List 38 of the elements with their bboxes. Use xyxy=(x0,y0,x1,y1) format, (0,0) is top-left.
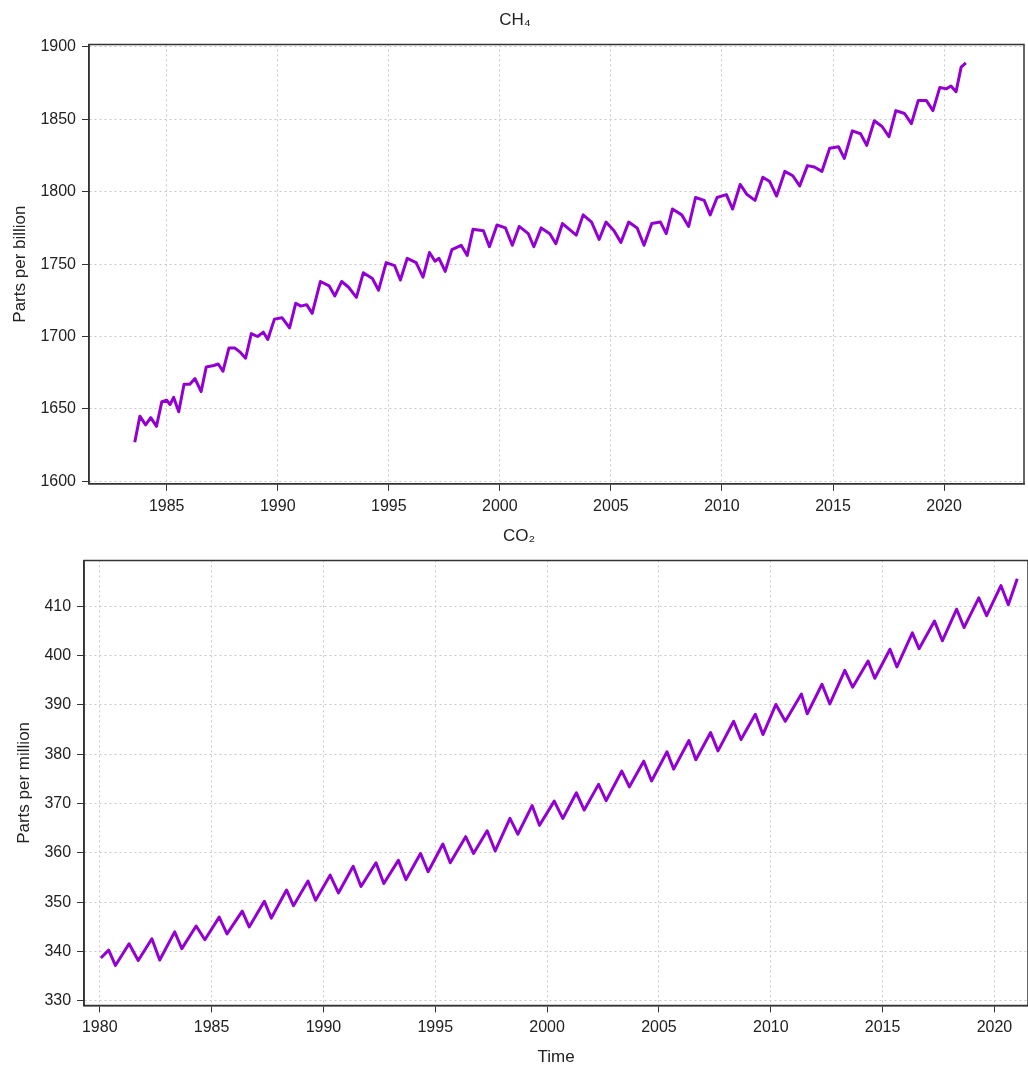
y-tick-label: 410 xyxy=(44,596,72,614)
y-tick-label: 370 xyxy=(44,794,72,812)
x-tick-label: 1995 xyxy=(417,1018,454,1036)
y-tick-label: 1600 xyxy=(40,471,77,489)
x-tick-label: 2010 xyxy=(704,496,740,514)
y-tick-label: 390 xyxy=(44,695,72,713)
y-tick-label: 1850 xyxy=(40,109,77,127)
x-tick-label: 1980 xyxy=(81,1018,118,1036)
x-tick-label: 2015 xyxy=(815,496,851,514)
x-tick-label: 2005 xyxy=(641,1018,677,1036)
y-axis-title: Parts per billion xyxy=(9,205,29,323)
chart-title: CO₂ xyxy=(502,525,536,545)
x-tick-label: 1990 xyxy=(305,1018,342,1036)
y-tick-label: 360 xyxy=(44,843,72,861)
y-tick-label: 1700 xyxy=(40,326,77,344)
y-tick-label: 400 xyxy=(44,646,72,664)
y-tick-label: 1800 xyxy=(40,182,77,200)
x-tick-label: 1990 xyxy=(259,496,296,514)
x-tick-label: 2020 xyxy=(926,496,962,514)
x-tick-label: 2015 xyxy=(864,1018,901,1036)
y-tick-label: 350 xyxy=(44,892,72,910)
y-axis-title: Parts per million xyxy=(13,721,33,844)
y-tick-label: 1750 xyxy=(40,254,77,272)
x-tick-label: 2000 xyxy=(529,1018,565,1036)
x-tick-label: 2005 xyxy=(593,496,629,514)
x-tick-label: 2020 xyxy=(976,1018,1013,1036)
x-tick-label: 1995 xyxy=(371,496,407,514)
y-tick-label: 1650 xyxy=(40,399,77,417)
y-tick-label: 330 xyxy=(44,991,72,1009)
x-axis-title: Time xyxy=(537,1047,575,1067)
x-tick-label: 2000 xyxy=(482,496,518,514)
chart-title: CH₄ xyxy=(499,9,531,29)
y-tick-label: 340 xyxy=(44,942,72,960)
x-tick-label: 2010 xyxy=(752,1018,789,1036)
x-tick-label: 1985 xyxy=(148,496,185,514)
y-tick-label: 380 xyxy=(44,744,72,762)
x-tick-label: 1985 xyxy=(193,1018,230,1036)
y-tick-label: 1900 xyxy=(40,37,77,55)
